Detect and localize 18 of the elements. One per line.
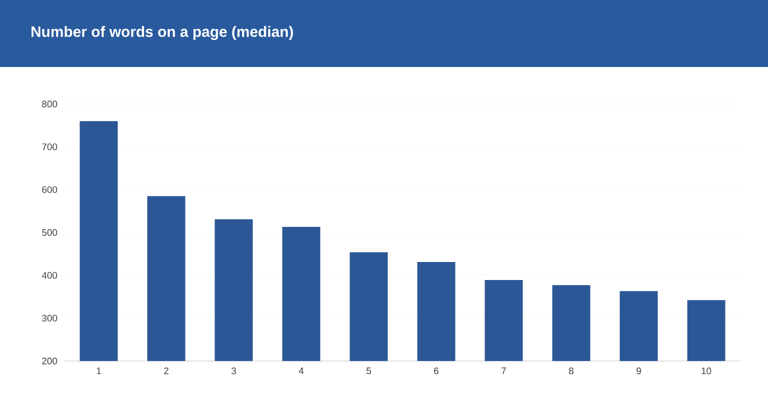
- y-tick-label: 500: [42, 229, 58, 236]
- x-tick-label: 6: [434, 368, 438, 374]
- x-tick-label: 4: [298, 368, 304, 374]
- x-tick-label: 8: [569, 368, 574, 374]
- y-tick-label: 700: [42, 143, 58, 150]
- y-tick-label: 200: [42, 358, 58, 364]
- x-tick-label: 2: [164, 368, 168, 374]
- x-tick-label: 1: [96, 368, 101, 374]
- x-tick-label: 7: [502, 368, 506, 374]
- chart-title: Number of words on a page (median): [32, 26, 293, 40]
- x-tick-label: 3: [231, 368, 236, 374]
- y-tick-label: 300: [42, 314, 58, 322]
- x-tick-label: 5: [366, 368, 372, 374]
- x-tick-label: 10: [702, 368, 712, 374]
- y-tick-label: 800: [42, 100, 58, 108]
- y-tick-label: 600: [42, 186, 58, 194]
- x-tick-label: 9: [636, 368, 641, 374]
- y-tick-label: 400: [42, 272, 58, 279]
